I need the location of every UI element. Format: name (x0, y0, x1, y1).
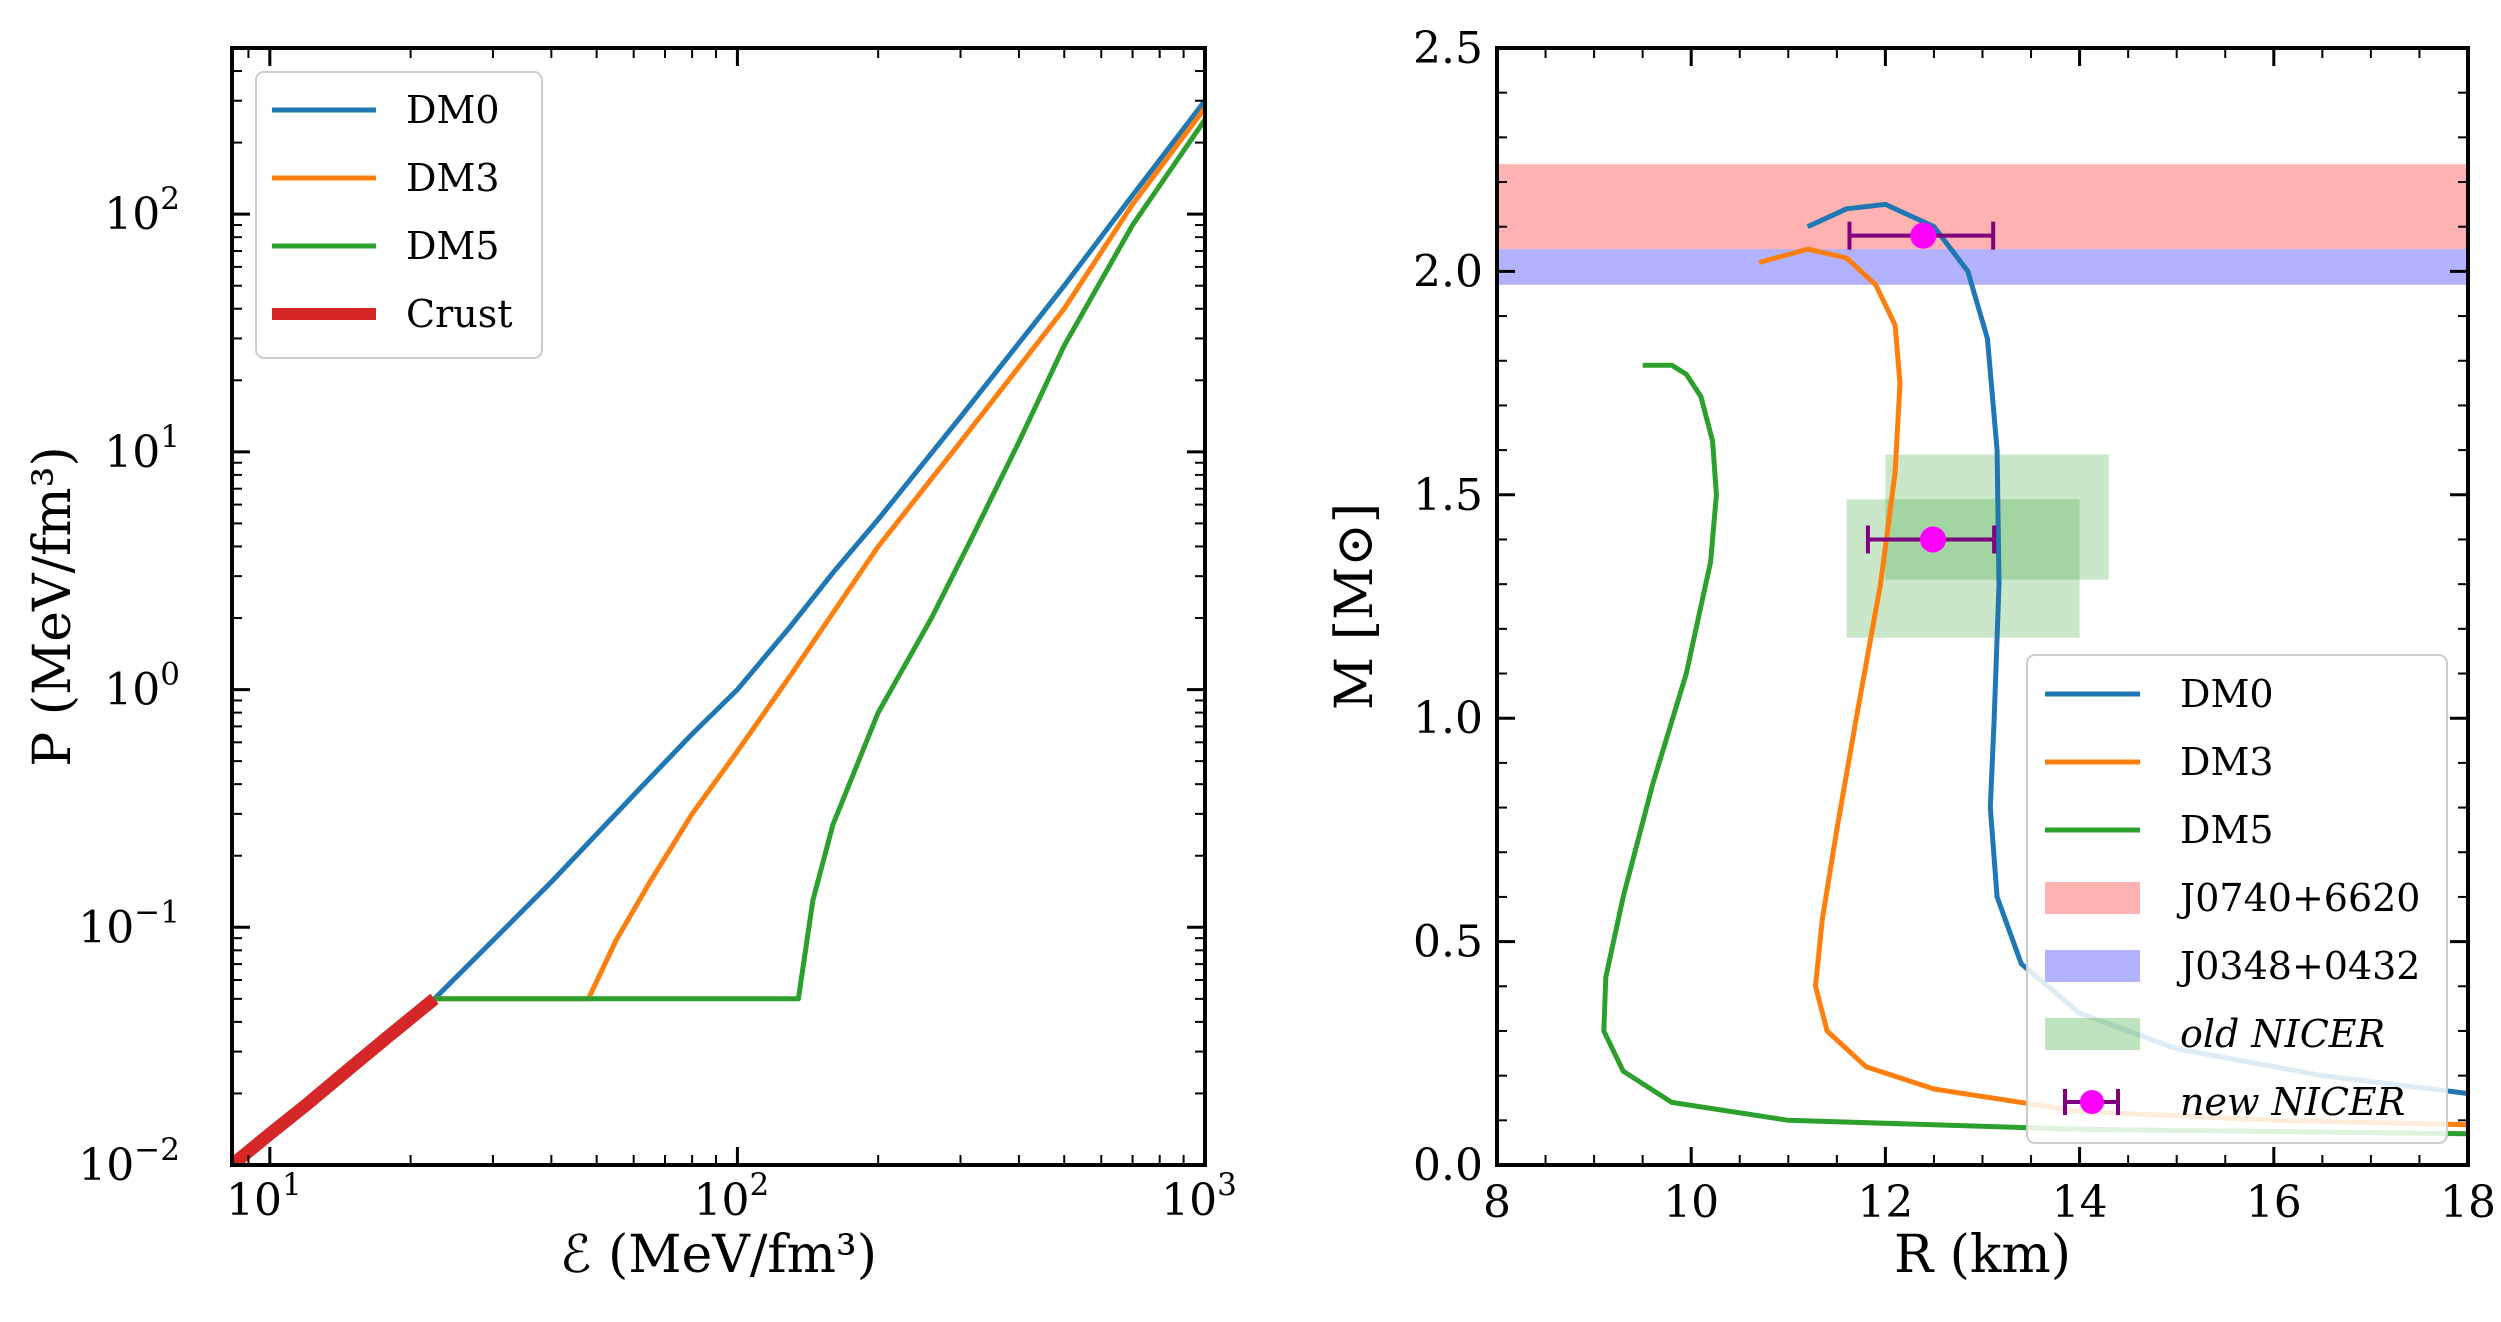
x-axis-label: ℰ (MeV/fm³) (560, 1225, 877, 1285)
right-panel-mass-radius: 8 10 12 14 16 18 0.0 0.5 1.0 1.5 2.0 2.5 R (km) M [M⊙… (1325, 23, 2496, 1285)
y-tick-label: 10−2 (78, 1132, 180, 1191)
legend-label-old-nicer: old NICER (2180, 1012, 2385, 1056)
legend-label-new-nicer: new NICER (2180, 1080, 2405, 1124)
box-old-nicer-1 (1846, 499, 2080, 638)
series-line-dm5 (434, 118, 1205, 1002)
y-tick-label: 102 (104, 181, 180, 240)
legend-label-dm0: DM0 (2180, 672, 2274, 716)
y-tick-label: 1.0 (1413, 693, 1483, 744)
x-tick-label: 12 (1857, 1177, 1913, 1228)
series-line-dm3 (434, 106, 1205, 1002)
mr-curve-dm5 (1601, 362, 2468, 1137)
legend-swatch-old-nicer (2045, 1018, 2140, 1050)
mr-curve-dm3 (1758, 246, 2468, 1128)
series-line-dm0 (432, 99, 1205, 1001)
legend-label-j0348-0432: J0348+0432 (2176, 944, 2421, 988)
legend-label-dm0: DM0 (406, 88, 500, 132)
x-tick-label: 10 (1663, 1177, 1719, 1228)
left-axes-frame (230, 46, 1207, 1167)
y-axis-label: P (MeV/fm³) (23, 446, 83, 767)
y-tick-label: 0.0 (1413, 1140, 1483, 1191)
legend-label-dm5: DM5 (2180, 808, 2274, 852)
y-tick-label: 0.5 (1413, 917, 1483, 968)
y-tick-label: 1.5 (1413, 470, 1483, 521)
legend-label-j0740-6620: J0740+6620 (2176, 876, 2421, 920)
y-axis-label: M [M⊙] (1325, 503, 1385, 710)
band-j0348-0432 (1497, 249, 2468, 285)
legend-label-dm3: DM3 (406, 156, 500, 200)
y-tick-label: 2.5 (1413, 23, 1483, 74)
x-tick-label: 18 (2440, 1177, 2496, 1228)
y-tick-label: 100 (104, 657, 180, 716)
legend-swatch-new-nicer (2080, 1090, 2104, 1114)
y-tick-label: 2.0 (1413, 246, 1483, 297)
y-tick-label: 10−1 (78, 894, 180, 953)
left-legend: DM0 DM3 DM5 Crust (255, 71, 543, 359)
nicer-point-0 (1910, 222, 1937, 249)
legend-swatch-j0740-6620 (2045, 882, 2140, 914)
legend-label-crust: Crust (406, 292, 513, 336)
nicer-point-1 (1919, 526, 1946, 553)
legend-box (2026, 654, 2448, 1144)
legend-swatch-j0348-0432 (2045, 950, 2140, 982)
series-line-crust (232, 993, 439, 1165)
x-tick-label: 16 (2246, 1177, 2302, 1228)
x-axis-label: R (km) (1894, 1225, 2071, 1285)
x-tick-label: 103 (1161, 1167, 1237, 1226)
x-tick-label: 102 (694, 1167, 770, 1226)
x-tick-label: 8 (1483, 1177, 1511, 1228)
legend-box (255, 71, 543, 359)
x-tick-label: 14 (2052, 1177, 2108, 1228)
right-legend: DM0 DM3 DM5 J0740+6620 J0348+0432 old NICER ne… (2026, 654, 2448, 1144)
legend-label-dm3: DM3 (2180, 740, 2274, 784)
x-tick-label: 101 (226, 1167, 302, 1226)
y-tick-label: 101 (104, 419, 180, 478)
legend-label-dm5: DM5 (406, 224, 500, 268)
